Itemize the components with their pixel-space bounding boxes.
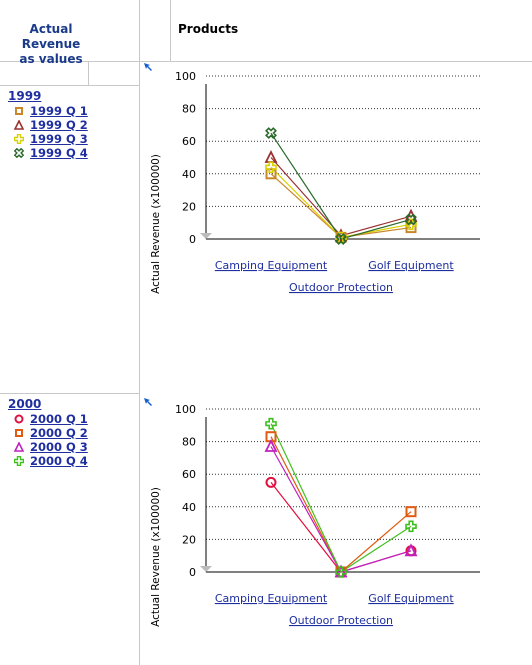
series-line [270, 157, 412, 237]
quarter-item: 2000 Q 2 [14, 426, 88, 440]
plus-marker-icon [14, 456, 24, 466]
year-link-1999[interactable]: 1999 [8, 89, 42, 103]
category-link[interactable]: Outdoor Protection [289, 281, 393, 294]
y-tick-label: 60 [182, 468, 196, 481]
measure-header: Actual Revenue as values [0, 22, 102, 67]
y-tick-label: 20 [182, 200, 196, 213]
data-point-marker [335, 566, 347, 578]
quarter-link[interactable]: 1999 Q 4 [30, 146, 88, 160]
series-line [270, 423, 412, 573]
y-tick-label: 100 [175, 70, 196, 83]
y-axis-title: Actual Revenue (x100000) [150, 154, 162, 294]
y-axis-title: Actual Revenue (x100000) [150, 487, 162, 627]
quarter-item: 1999 Q 2 [14, 118, 88, 132]
y-tick-label: 80 [182, 436, 196, 449]
year-link-2000[interactable]: 2000 [8, 397, 42, 411]
chart-2000: 0 20 40 60 80 100 Camping Equipment Golf Equip… [150, 403, 480, 627]
axis-origin-arrow-icon [200, 233, 212, 239]
data-point-marker [405, 506, 417, 518]
grid [206, 408, 480, 540]
data-point-marker [404, 543, 418, 557]
quarter-item: 2000 Q 4 [14, 454, 88, 468]
x-categories: Camping Equipment Golf Equipment Outdoor P… [215, 592, 455, 627]
expand-arrow-icon[interactable] [143, 62, 153, 72]
grid [206, 75, 480, 207]
subheader-row-divider [0, 85, 139, 86]
quarter-link[interactable]: 2000 Q 2 [30, 426, 88, 440]
quarter-link[interactable]: 1999 Q 2 [30, 118, 88, 132]
column-divider-left [139, 0, 140, 665]
chart-1999: 0 20 40 60 80 100 Camping Equipment Golf Equip… [150, 70, 480, 294]
quarter-link[interactable]: 2000 Q 4 [30, 454, 88, 468]
series-line [270, 436, 412, 573]
plus-marker-icon [14, 134, 24, 144]
markers [264, 127, 418, 245]
data-point-marker [264, 149, 278, 163]
x-categories: Camping Equipment Golf Equipment Outdoor P… [215, 259, 455, 294]
y-tick-label: 0 [189, 566, 196, 579]
y-tick-label: 80 [182, 103, 196, 116]
triangle-marker-icon [14, 120, 24, 130]
y-ticks: 0 20 40 60 80 100 [175, 403, 196, 579]
data-point-marker [265, 476, 277, 488]
column-divider-right [170, 0, 171, 61]
square-marker-icon [15, 107, 23, 115]
square-marker-icon [15, 429, 23, 437]
measure-header-line2: as values [19, 52, 83, 66]
axes [200, 84, 480, 240]
data-point-marker [264, 438, 278, 452]
quarter-item: 2000 Q 1 [14, 412, 88, 426]
y-tick-label: 0 [189, 233, 196, 246]
subheader-cell-divider [88, 61, 89, 85]
circle-marker-icon [14, 414, 24, 424]
series-lines [270, 132, 412, 240]
data-point-marker [265, 161, 277, 174]
series-line [270, 166, 412, 239]
y-ticks: 0 20 40 60 80 100 [175, 70, 196, 246]
expand-arrow-icon[interactable] [143, 397, 153, 407]
quarter-link[interactable]: 1999 Q 3 [30, 132, 88, 146]
category-link[interactable]: Outdoor Protection [289, 614, 393, 627]
quarter-link[interactable]: 2000 Q 3 [30, 440, 88, 454]
markers [264, 417, 418, 578]
quarter-link[interactable]: 1999 Q 1 [30, 104, 88, 118]
y-axis-label: Actual Revenue (x100000) [150, 154, 162, 294]
category-link[interactable]: Camping Equipment [215, 592, 328, 605]
products-header: Products [178, 22, 239, 36]
series-line [270, 132, 412, 240]
series-line [270, 481, 412, 573]
data-point-marker [265, 417, 277, 430]
data-point-marker [405, 520, 417, 533]
quarter-item: 2000 Q 3 [14, 440, 88, 454]
quarter-link[interactable]: 2000 Q 1 [30, 412, 88, 426]
category-link[interactable]: Golf Equipment [368, 592, 454, 605]
cross-marker-icon [14, 148, 24, 158]
quarter-item: 1999 Q 3 [14, 132, 88, 146]
data-point-marker [265, 127, 277, 139]
data-point-marker [335, 233, 347, 245]
header-row-divider [0, 61, 532, 62]
y-tick-label: 40 [182, 501, 196, 514]
y-tick-label: 60 [182, 135, 196, 148]
axis-origin-arrow-icon [200, 566, 212, 572]
quarter-item: 1999 Q 1 [14, 104, 88, 118]
category-link[interactable]: Camping Equipment [215, 259, 328, 272]
data-point-marker [405, 213, 417, 226]
category-link[interactable]: Golf Equipment [368, 259, 454, 272]
y-tick-label: 20 [182, 533, 196, 546]
series-lines [270, 423, 412, 573]
y-axis-label: Actual Revenue (x100000) [150, 487, 162, 627]
y-tick-label: 100 [175, 403, 196, 416]
quarter-item: 1999 Q 4 [14, 146, 88, 160]
y-tick-label: 40 [182, 168, 196, 181]
data-point-marker [265, 168, 277, 180]
triangle-marker-icon [14, 442, 24, 452]
group-divider [0, 393, 139, 394]
measure-header-line1: Actual Revenue [21, 22, 81, 51]
axes [200, 417, 480, 573]
